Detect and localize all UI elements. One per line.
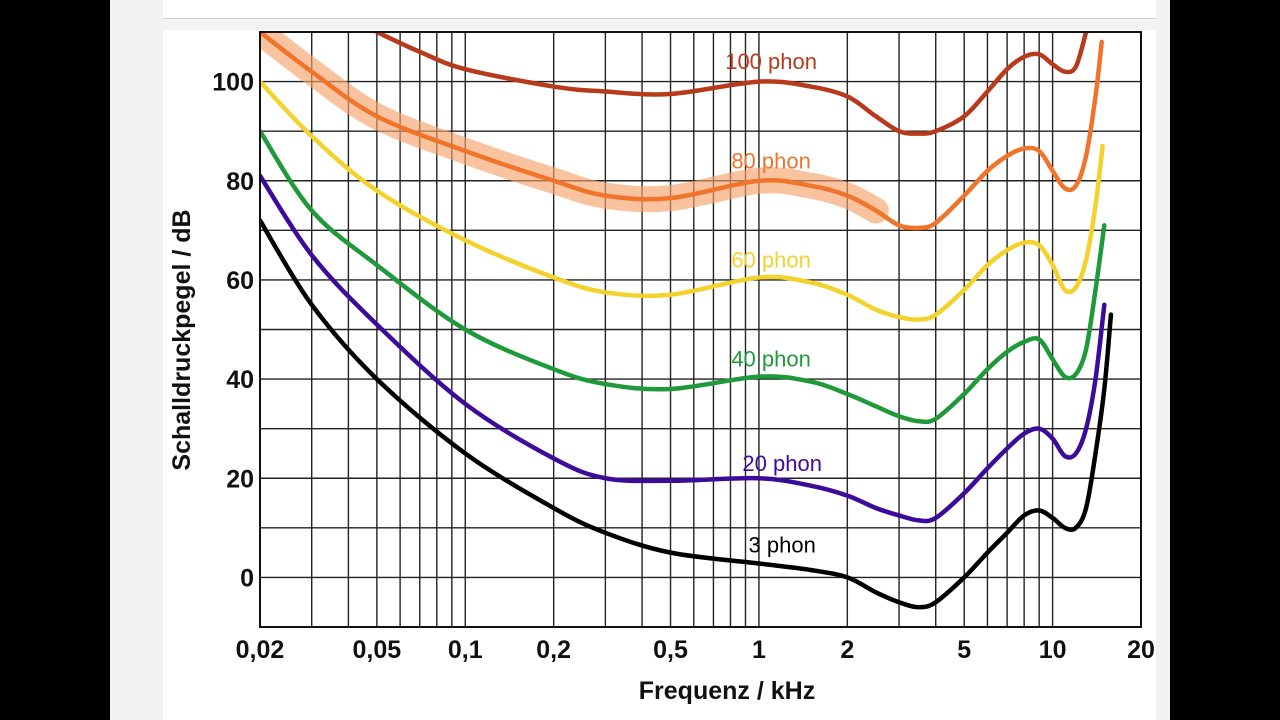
series-line-3-phon xyxy=(260,218,1114,610)
y-tick-label: 0 xyxy=(240,564,254,592)
equal-loudness-chart: 0,02 0,05 0,1 0,2 0,5 1 2 5 10 20 0 20 40 60 80 100 3 … xyxy=(168,31,1155,705)
y-tick-label: 100 xyxy=(212,69,254,97)
x-tick-label: 0,2 xyxy=(536,636,571,664)
chart-card: 0,02 0,05 0,1 0,2 0,5 1 2 5 10 20 0 20 40 60 80 100 3 … xyxy=(163,30,1156,720)
x-axis-title: Frequenz / kHz xyxy=(639,677,815,705)
plot-frame xyxy=(259,31,1142,628)
y-tick-labels: 0 20 40 60 80 100 xyxy=(212,69,254,593)
series-line-20-phon xyxy=(260,173,1107,524)
series-label-80-phon: 80 phon xyxy=(731,148,811,173)
series-line-60-phon xyxy=(260,79,1105,322)
x-tick-labels: 0,02 0,05 0,1 0,2 0,5 1 2 5 10 20 xyxy=(236,636,1155,664)
y-tick-label: 20 xyxy=(226,465,254,493)
y-tick-label: 80 xyxy=(226,168,254,196)
y-tick-label: 40 xyxy=(226,366,254,394)
series-label-20-phon: 20 phon xyxy=(742,451,822,476)
series-line-40-phon xyxy=(260,128,1107,425)
series-label-3-phon: 3 phon xyxy=(749,533,816,558)
x-tick-label: 20 xyxy=(1127,636,1155,664)
x-tick-label: 0,05 xyxy=(353,636,402,664)
series-labels: 3 phon 20 phon 40 phon 60 phon 80 phon 100 ph… xyxy=(725,49,822,557)
series-label-100-phon: 100 phon xyxy=(725,49,817,74)
x-tick-label: 1 xyxy=(752,636,766,664)
series-line-80-phon xyxy=(260,32,1104,231)
x-tick-label: 2 xyxy=(840,636,854,664)
x-tick-label: 10 xyxy=(1039,636,1067,664)
x-tick-label: 0,5 xyxy=(653,636,688,664)
x-tick-label: 5 xyxy=(957,636,971,664)
series-layer xyxy=(260,32,1114,610)
series-label-40-phon: 40 phon xyxy=(731,347,811,372)
series-line-100-phon xyxy=(374,32,1089,136)
x-tick-label: 0,02 xyxy=(236,636,285,664)
grid xyxy=(259,31,1142,628)
y-axis-title: Schalldruckpegel / dB xyxy=(168,209,196,470)
x-tick-label: 0,1 xyxy=(448,636,483,664)
y-tick-label: 60 xyxy=(226,267,254,295)
series-label-60-phon: 60 phon xyxy=(731,248,811,273)
top-card xyxy=(163,0,1156,19)
